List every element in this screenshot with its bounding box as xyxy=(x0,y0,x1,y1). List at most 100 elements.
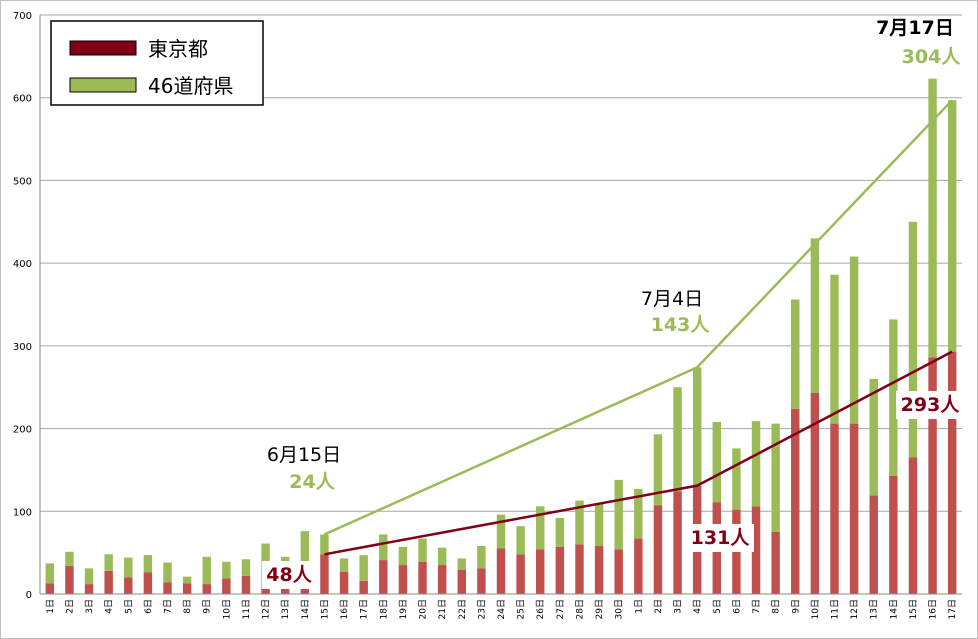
trend-line-46-prefectures xyxy=(323,99,954,536)
x-tick-label: 4日 xyxy=(104,599,115,614)
annotation-red-jun15: 48人 xyxy=(266,564,312,586)
bar-tokyo xyxy=(889,475,898,594)
y-axis-ticks: 0 100 200 300 400 500 600 700 xyxy=(13,11,32,601)
bar-tokyo xyxy=(124,577,133,594)
bar-46-prefectures xyxy=(516,526,525,555)
bar-tokyo xyxy=(300,587,310,594)
bar-46-prefectures xyxy=(889,319,898,476)
annotation-green-jun15: 24人 xyxy=(289,471,335,493)
bar-tokyo xyxy=(673,491,682,594)
bar-46-prefectures xyxy=(653,434,663,506)
bar-tokyo xyxy=(163,582,172,594)
x-tick-label: 23日 xyxy=(476,599,487,619)
bar-46-prefectures xyxy=(300,531,310,588)
bar-tokyo xyxy=(751,506,761,594)
x-tick-label: 18日 xyxy=(378,599,389,619)
x-tick-label: 15日 xyxy=(908,599,919,619)
bar-46-prefectures xyxy=(810,238,820,394)
legend-swatch-46-prefectures xyxy=(69,77,137,93)
x-tick-label: 9日 xyxy=(202,599,213,614)
y-tick-label: 600 xyxy=(13,94,32,105)
bar-46-prefectures xyxy=(908,221,918,458)
x-tick-label: 6日 xyxy=(143,599,154,614)
x-tick-label: 12日 xyxy=(261,599,272,619)
y-tick-label: 100 xyxy=(13,507,32,518)
x-axis-ticks: 1日 2日 3日 4日 5日 6日 7日 8日 9日 10日 11日 12日 13日 14日 15日 16日 1… xyxy=(45,599,958,619)
bar-tokyo xyxy=(869,495,878,594)
bar-tokyo xyxy=(45,583,55,594)
bar-46-prefectures xyxy=(182,576,192,584)
legend-label-tokyo: 東京都 xyxy=(148,37,208,61)
bar-46-prefectures xyxy=(143,555,153,573)
bar-46-prefectures xyxy=(732,448,741,510)
bar-46-prefectures xyxy=(712,421,722,503)
bar-tokyo xyxy=(928,357,937,594)
x-tick-label: 1日 xyxy=(633,599,644,614)
bar-tokyo xyxy=(222,578,231,594)
y-tick-label: 300 xyxy=(13,342,32,353)
bar-46-prefectures xyxy=(575,500,584,545)
x-tick-label: 12日 xyxy=(849,599,860,619)
x-tick-label: 27日 xyxy=(555,599,566,619)
x-tick-label: 17日 xyxy=(359,599,370,619)
x-tick-label: 16日 xyxy=(928,599,939,619)
annotation-date-jun15: 6月15日 xyxy=(267,444,341,466)
bar-tokyo xyxy=(849,423,859,594)
bar-46-prefectures xyxy=(594,503,604,547)
x-tick-label: 17日 xyxy=(947,599,958,619)
bar-tokyo xyxy=(261,587,270,594)
bar-46-prefectures xyxy=(339,558,349,572)
bar-46-prefectures xyxy=(751,421,761,507)
y-tick-label: 200 xyxy=(13,425,32,436)
bar-46-prefectures xyxy=(84,568,94,585)
x-tick-label: 10日 xyxy=(221,599,232,619)
bar-tokyo xyxy=(908,457,918,594)
bar-tokyo xyxy=(241,575,251,594)
annotation-red-box-jun15 xyxy=(262,561,317,589)
x-tick-label: 7日 xyxy=(751,599,762,614)
bar-tokyo xyxy=(359,580,368,594)
bar-46-prefectures xyxy=(634,488,643,539)
x-tick-label: 14日 xyxy=(888,599,899,619)
x-tick-label: 20日 xyxy=(418,599,429,619)
bar-46-prefectures xyxy=(536,506,545,550)
bar-46-prefectures xyxy=(947,100,957,352)
x-tick-label: 19日 xyxy=(398,599,409,619)
bar-46-prefectures xyxy=(457,558,466,571)
annotation-date-jul17: 7月17日 xyxy=(876,17,954,39)
x-tick-label: 9日 xyxy=(790,599,801,614)
y-tick-label: 500 xyxy=(13,176,32,187)
bar-tokyo xyxy=(320,554,329,594)
bar-tokyo xyxy=(437,565,447,594)
x-tick-label: 11日 xyxy=(241,599,252,619)
x-tick-label: 15日 xyxy=(319,599,330,619)
bar-tokyo xyxy=(418,561,427,594)
bar-tokyo xyxy=(810,393,820,594)
x-tick-label: 7日 xyxy=(163,599,174,614)
bar-46-prefectures xyxy=(849,256,859,424)
x-tick-label: 1日 xyxy=(45,599,56,614)
x-tick-label: 22日 xyxy=(457,599,468,619)
x-tick-label: 11日 xyxy=(829,599,840,619)
x-tick-label: 10日 xyxy=(810,599,821,619)
bar-tokyo xyxy=(536,549,545,594)
bar-46-prefectures xyxy=(555,517,565,547)
bar-tokyo xyxy=(202,584,211,594)
bar-46-prefectures xyxy=(241,559,251,576)
bar-46-prefectures xyxy=(928,78,937,358)
x-tick-label: 25日 xyxy=(516,599,527,619)
bar-46-prefectures xyxy=(320,534,329,555)
bar-tokyo xyxy=(555,546,565,594)
bar-46-prefectures xyxy=(398,546,408,566)
bar-46-prefectures xyxy=(869,378,878,496)
trend-line-tokyo xyxy=(324,350,953,556)
bar-tokyo xyxy=(84,584,94,594)
bar-46-prefectures xyxy=(359,555,368,581)
bar-46-prefectures xyxy=(614,479,623,550)
bar-46-prefectures xyxy=(692,367,702,486)
bar-46-prefectures xyxy=(222,561,231,579)
x-tick-label: 29日 xyxy=(594,599,605,619)
bar-46-prefectures xyxy=(104,554,113,571)
bar-46-prefectures xyxy=(791,299,800,409)
